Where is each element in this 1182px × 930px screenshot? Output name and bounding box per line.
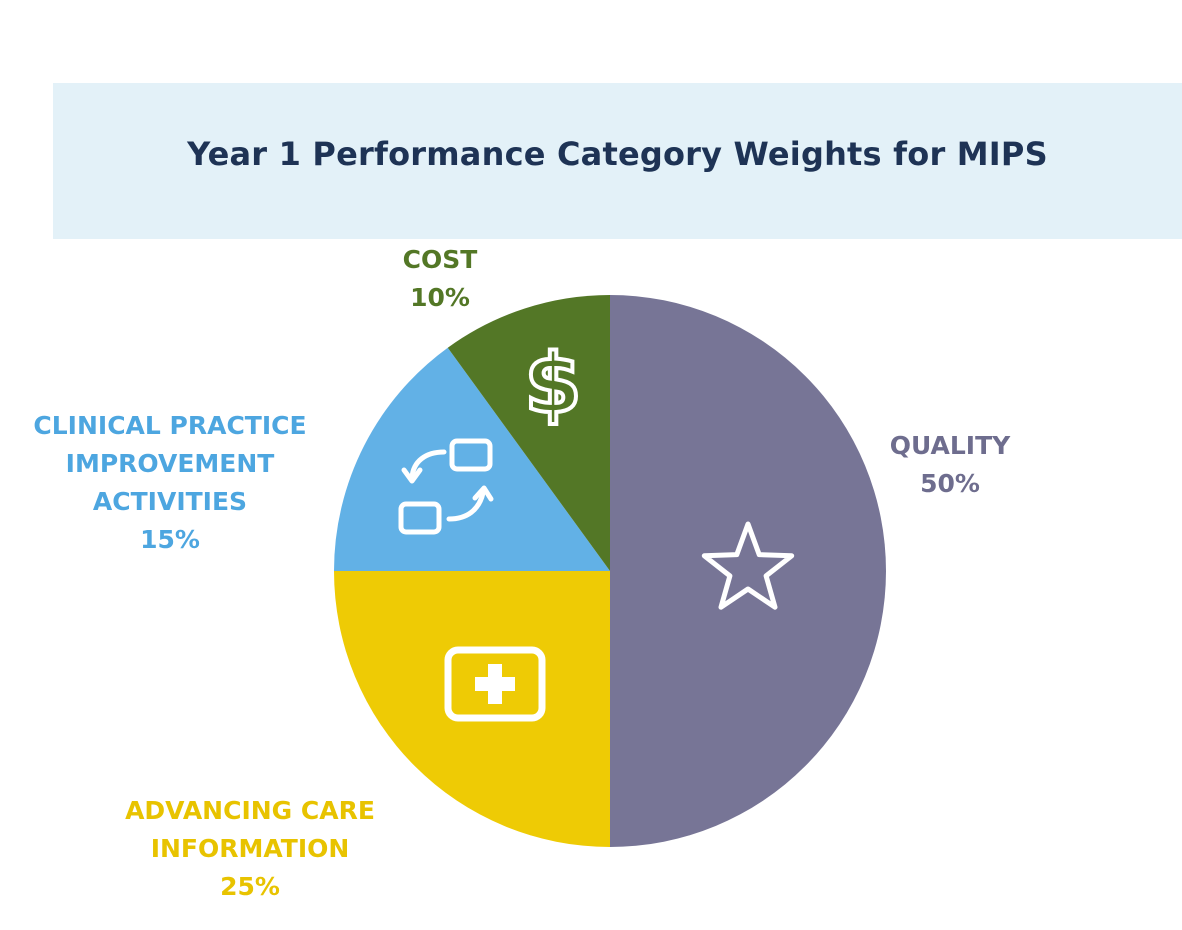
pie-slice-cost [447, 295, 610, 571]
pie-slices [334, 295, 886, 847]
slice-label-cost: COST 10% [385, 241, 495, 317]
slice-label-advancing-care-information: ADVANCING CARE INFORMATION 25% [100, 792, 400, 906]
slice-name: IMPROVEMENT [65, 449, 275, 478]
title-band: Year 1 Performance Category Weights for … [53, 83, 1182, 239]
exchange-arrows-icon [398, 438, 494, 535]
svg-text:$: $ [524, 337, 581, 432]
slice-name: QUALITY [889, 431, 1011, 460]
chart-title: Year 1 Performance Category Weights for … [187, 135, 1048, 173]
slice-label-quality: QUALITY 50% [875, 427, 1025, 503]
star-icon [701, 521, 795, 610]
slice-label-clinical-practice: CLINICAL PRACTICE IMPROVEMENT ACTIVITIES… [10, 407, 330, 559]
slice-name: ADVANCING CARE [125, 796, 375, 825]
slice-value: 10% [410, 283, 470, 312]
slice-value: 25% [220, 872, 280, 901]
slice-name: CLINICAL PRACTICE [33, 411, 307, 440]
slice-value: 50% [920, 469, 980, 498]
slice-value: 15% [140, 525, 200, 554]
slice-name: ACTIVITIES [92, 487, 248, 516]
slice-name: COST [402, 245, 478, 274]
dollar-icon: $ [522, 335, 583, 434]
pie-slice-quality [610, 295, 886, 847]
pie-slice-advancing-care-information [334, 571, 610, 847]
medical-cross-icon [444, 646, 546, 722]
slice-name: INFORMATION [150, 834, 350, 863]
